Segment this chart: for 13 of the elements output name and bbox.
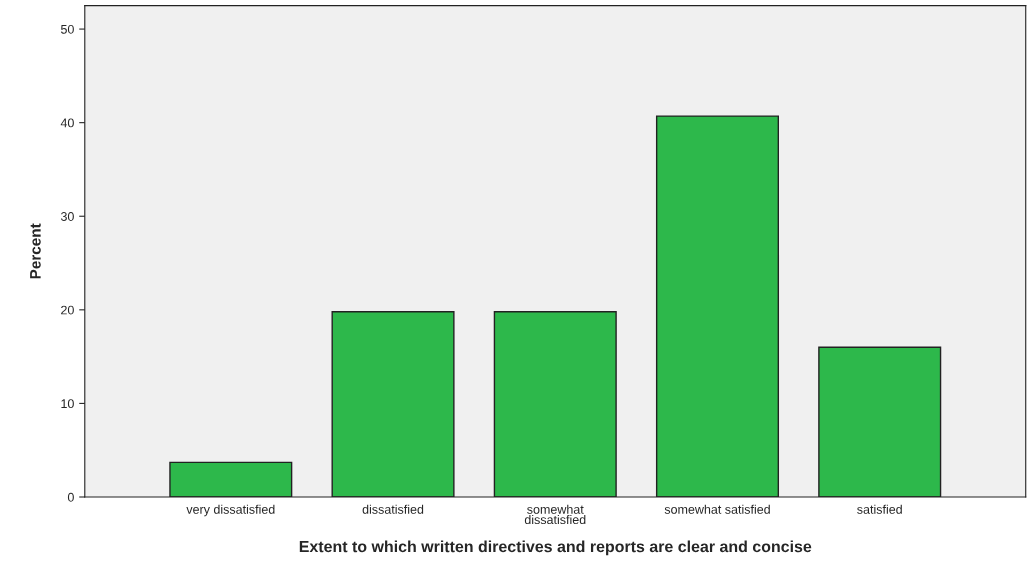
y-tick-label: 50 <box>60 24 74 34</box>
y-tick-label: 40 <box>60 118 74 128</box>
x-tick-label: very dissatisfied <box>186 504 275 517</box>
y-tick-label: 10 <box>61 399 74 409</box>
y-tick-label: 30 <box>60 212 74 221</box>
x-tick-label: dissatisfied <box>362 504 424 514</box>
y-axis-title: Percent <box>30 223 41 279</box>
x-axis-title: Extent to which written directives and reports are clear and concise <box>299 540 812 556</box>
x-tick-label: satisfied <box>857 504 902 514</box>
x-tick-label: somewhat satisfied <box>664 504 770 514</box>
x-tick-label: somewhat dissatisfied <box>524 504 586 525</box>
y-tick-label: 20 <box>61 305 74 315</box>
y-tick-label: 0 <box>67 492 74 502</box>
